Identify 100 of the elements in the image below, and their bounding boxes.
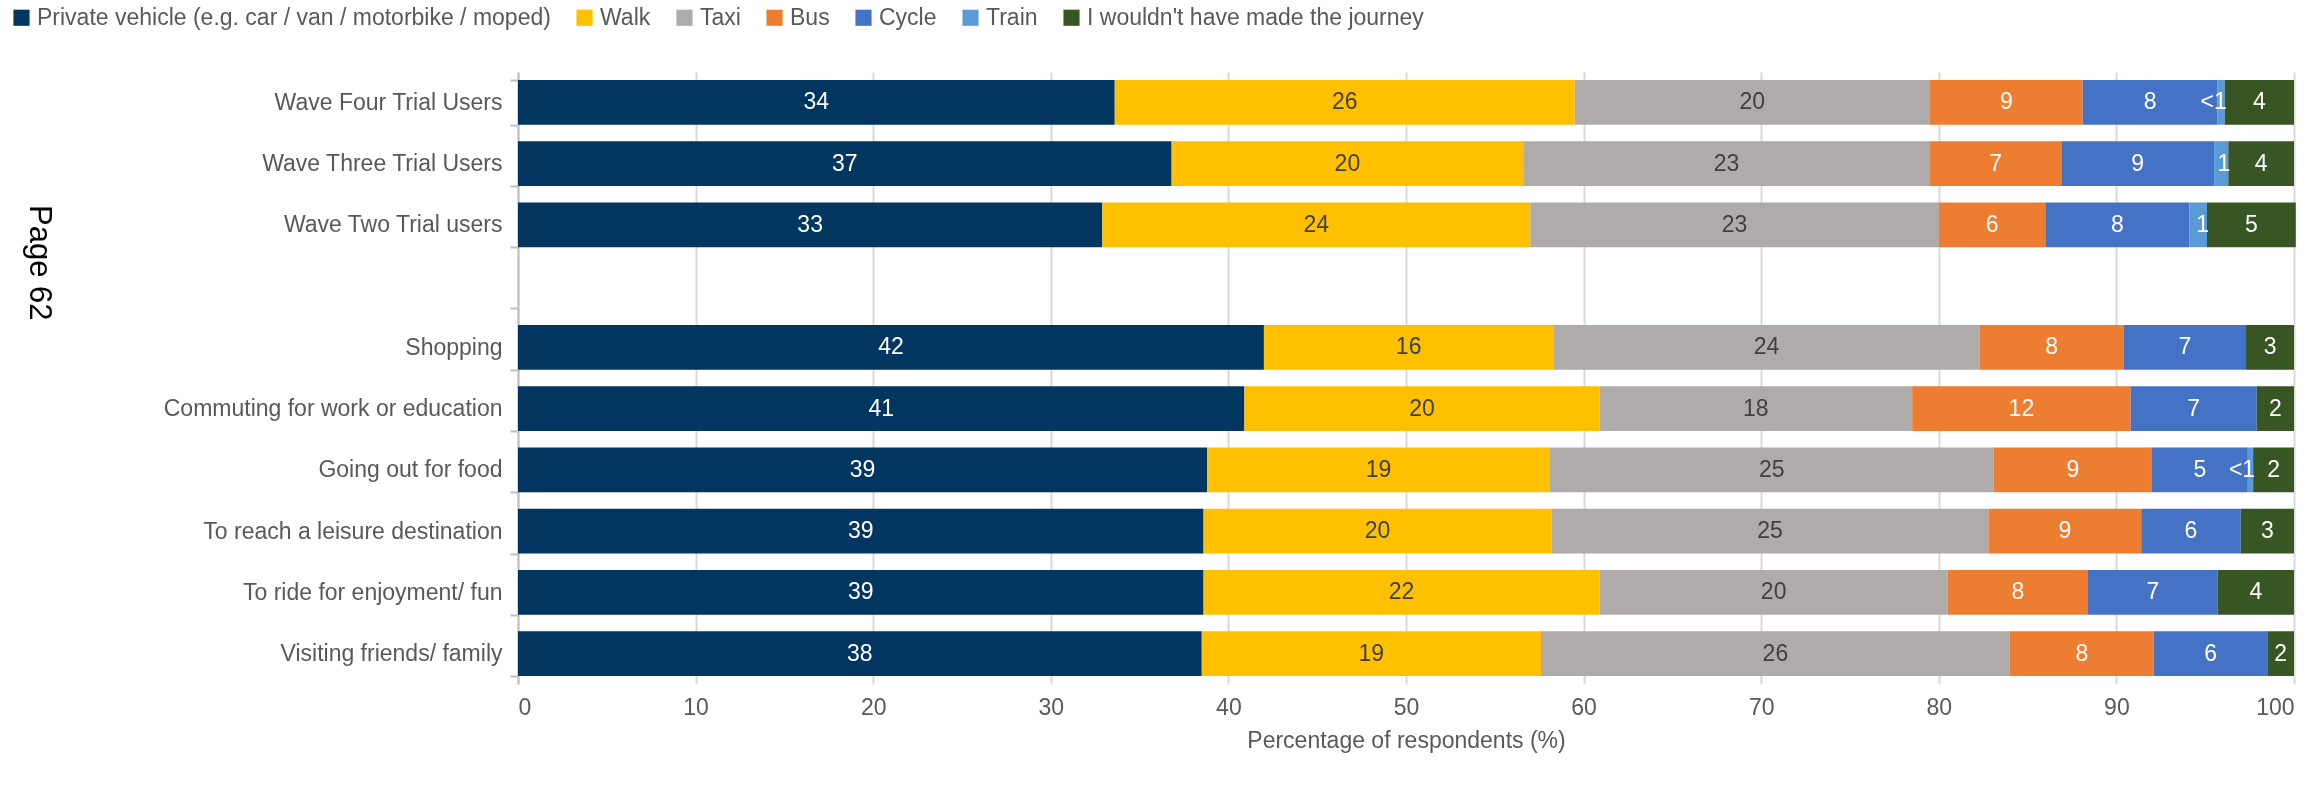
bar (1912, 386, 2131, 431)
bar (518, 631, 1202, 677)
data-label: 6 (1985, 210, 1999, 237)
data-label: 42 (878, 333, 904, 360)
legend-label: Taxi (700, 3, 741, 30)
data-label: 16 (1395, 333, 1422, 360)
bar (1553, 325, 1980, 370)
bar (2153, 631, 2268, 677)
x-axis-title: Percentage of respondents (%) (1247, 726, 1566, 753)
bar (1551, 508, 1989, 554)
legend-label: Bus (790, 3, 830, 30)
data-label: 41 (868, 394, 894, 421)
bar (1599, 386, 1913, 431)
data-label: 8 (2045, 333, 2058, 360)
bar (1988, 508, 2142, 554)
y-tick-label: Visiting friends/ family (280, 640, 503, 667)
data-label: 8 (2075, 639, 2089, 666)
bar (518, 79, 1115, 125)
bar (1938, 202, 2046, 248)
data-label: 3 (2263, 333, 2277, 360)
bar (1114, 79, 1575, 125)
data-label: 6 (2204, 639, 2217, 666)
data-label: 39 (847, 517, 874, 544)
x-tick-label: 0 (518, 693, 532, 720)
data-label: 12 (2008, 394, 2035, 421)
bar (2256, 386, 2294, 431)
data-label: 26 (1331, 88, 1358, 115)
bar (1523, 141, 1930, 186)
data-label: 9 (2131, 149, 2145, 176)
bar (2224, 79, 2294, 125)
bar (2246, 325, 2294, 370)
bar (2141, 508, 2241, 554)
y-tick-label: Going out for food (318, 456, 503, 483)
bar (1993, 447, 2152, 493)
data-label: 2 (2267, 455, 2280, 482)
bar (1171, 141, 1524, 186)
bar (2061, 141, 2215, 186)
data-label: 37 (831, 149, 858, 176)
data-label: 20 (1364, 517, 1391, 544)
legend-label: Train (986, 3, 1038, 30)
data-label: 8 (2011, 578, 2025, 605)
x-tick-label: 80 (1926, 693, 1953, 720)
data-label: 6 (2184, 517, 2198, 544)
bar (1574, 79, 1930, 125)
data-label: 20 (1760, 578, 1787, 605)
data-label: 23 (1713, 149, 1740, 176)
bar (1201, 631, 1541, 677)
bar (1929, 141, 2062, 186)
data-label: 38 (847, 639, 873, 666)
data-label: 4 (2252, 88, 2266, 115)
x-tick-label: 100 (2256, 693, 2295, 720)
data-label: 5 (2244, 210, 2258, 237)
data-label: 20 (1739, 88, 1766, 115)
data-label: 25 (1759, 455, 1785, 482)
data-label: 23 (1721, 210, 1748, 237)
bar (1540, 631, 2010, 677)
data-label: 18 (1743, 394, 1769, 421)
data-label: 3 (2260, 517, 2274, 544)
y-tick-label: Commuting for work or education (163, 395, 503, 422)
bar (518, 447, 1208, 493)
bar (518, 325, 1264, 370)
data-label: 39 (849, 455, 876, 482)
bar (2206, 202, 2296, 248)
data-label: 22 (1388, 578, 1415, 605)
bar (2009, 631, 2154, 677)
bar (2087, 570, 2218, 615)
bar (2130, 386, 2257, 431)
y-tick-label: Shopping (405, 333, 503, 360)
data-label: 9 (1999, 88, 2013, 115)
x-tick-label: 30 (1038, 693, 1065, 720)
bar (2217, 570, 2294, 615)
data-label: 2 (2274, 639, 2288, 666)
legend-label: I wouldn't have made the journey (1087, 3, 1425, 30)
bar (518, 141, 1172, 186)
bar (1929, 79, 2083, 125)
x-tick-label: 70 (1748, 693, 1775, 720)
bar (2253, 447, 2294, 493)
bar (518, 570, 1204, 615)
x-tick-label: 10 (683, 693, 709, 720)
bar (1244, 386, 1600, 431)
y-tick-label: To reach a leisure destination (203, 517, 503, 544)
y-tick-label: To ride for enjoyment/ fun (242, 578, 503, 605)
data-label: 4 (2249, 578, 2263, 605)
data-label: 7 (1989, 149, 2003, 176)
data-label: 7 (2146, 578, 2160, 605)
bar (2240, 508, 2294, 554)
data-label: 33 (797, 210, 823, 237)
data-label: 39 (847, 578, 874, 605)
data-label: 20 (1334, 149, 1361, 176)
x-tick-label: 60 (1571, 693, 1597, 720)
bar (1263, 325, 1554, 370)
bar (1102, 202, 1531, 248)
data-label: 7 (2178, 333, 2192, 360)
bar (1549, 447, 1994, 493)
x-tick-label: 20 (860, 693, 887, 720)
bar (1203, 508, 1552, 554)
data-label: 8 (2143, 88, 2157, 115)
text: Page 62 (22, 205, 58, 321)
bar (1979, 325, 2124, 370)
data-label: 4 (2254, 149, 2268, 176)
